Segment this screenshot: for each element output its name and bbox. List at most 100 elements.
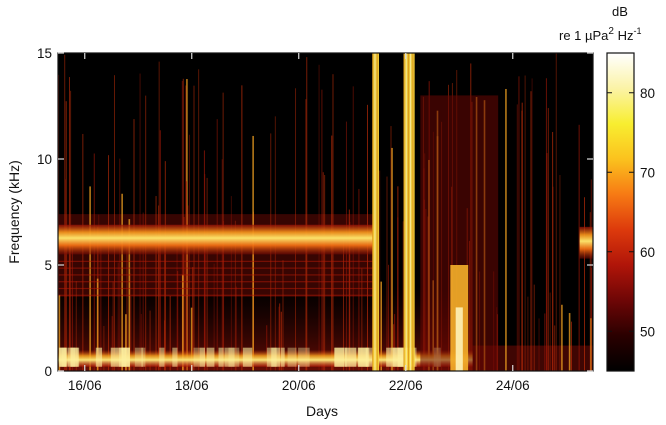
- x-tick-label: 16/06: [68, 378, 102, 393]
- noise-streak: [516, 104, 518, 371]
- noise-streak: [155, 196, 157, 371]
- low-band-burst: [334, 347, 345, 367]
- noise-streak: [100, 230, 102, 371]
- noise-streak: [533, 284, 535, 371]
- noise-streak: [142, 212, 144, 371]
- low-band-burst: [134, 347, 144, 367]
- noise-streak: [306, 57, 308, 371]
- y-tick-label: 5: [44, 258, 52, 273]
- noise-streak: [394, 314, 396, 371]
- x-tick-label: 18/06: [175, 378, 209, 393]
- colorbar-frame: [606, 52, 635, 372]
- low-frequency-burst-core: [455, 307, 463, 371]
- noise-streak: [169, 295, 171, 371]
- x-axis-label: Days: [306, 403, 338, 419]
- noise-streak: [185, 181, 187, 371]
- noise-streak: [164, 320, 166, 371]
- noise-streak: [164, 161, 166, 371]
- noise-streak: [230, 196, 232, 371]
- colorbar-unit-reference: re 1 µPa2 Hz-1: [559, 26, 642, 43]
- noise-streak: [223, 221, 225, 371]
- x-axis: 16/06 18/06 20/06 22/06 24/06: [68, 53, 530, 393]
- y-tick-label: 10: [37, 152, 52, 167]
- y-tick-label: 0: [44, 364, 52, 379]
- noise-streak: [568, 313, 571, 371]
- noise-streak: [554, 325, 556, 371]
- harmonic-line: [58, 267, 375, 269]
- low-band-burst: [70, 347, 80, 367]
- noise-streak: [561, 304, 563, 371]
- noise-streak: [349, 221, 351, 371]
- noise-streak: [545, 78, 547, 371]
- noise-streak: [555, 53, 557, 371]
- noise-streak: [64, 54, 66, 371]
- noise-streak: [538, 318, 540, 371]
- colorbar-tick-label: 70: [640, 165, 655, 180]
- colorbar-unit-db: dB: [612, 4, 628, 19]
- low-band-burst: [61, 347, 68, 367]
- noise-streak: [140, 313, 142, 371]
- noise-streak: [358, 188, 360, 371]
- noise-streak: [68, 77, 70, 371]
- noise-streak: [58, 294, 61, 371]
- low-band-burst: [357, 347, 370, 367]
- colorbar-tick-label: 50: [640, 324, 655, 339]
- noise-streak: [108, 155, 110, 371]
- low-band-burst: [334, 347, 347, 367]
- noise-streak: [527, 296, 529, 371]
- low-band-burst: [280, 347, 285, 367]
- noise-streak: [177, 271, 179, 371]
- low-band-burst: [271, 347, 280, 367]
- noise-streak: [119, 158, 121, 371]
- noise-streak: [361, 268, 363, 371]
- low-band-burst: [266, 347, 277, 367]
- noise-streak: [96, 278, 99, 371]
- low-band-burst: [193, 347, 200, 367]
- noise-streak: [111, 316, 113, 371]
- noise-streak: [521, 102, 523, 371]
- noise-streak: [530, 91, 532, 371]
- noise-streak: [176, 229, 178, 371]
- noise-streak: [391, 147, 393, 371]
- noise-streak: [524, 75, 526, 371]
- low-band-burst: [141, 347, 146, 367]
- plot-frame: [57, 52, 594, 372]
- noise-streak: [158, 61, 160, 371]
- noise-streak: [547, 108, 549, 371]
- y-axis: 0 5 10 15: [37, 46, 593, 379]
- noise-streak: [332, 74, 334, 371]
- noise-streak: [182, 274, 184, 371]
- colorbar-tick-label: 80: [640, 86, 655, 101]
- low-band-burst: [218, 347, 224, 367]
- low-band-burst: [386, 347, 396, 367]
- harmonic-line: [58, 294, 375, 296]
- noise-streak: [589, 212, 591, 371]
- noise-streak: [386, 176, 388, 371]
- low-band-burst: [119, 347, 127, 367]
- broadband-event: [403, 53, 415, 371]
- broadband-event: [372, 53, 379, 371]
- low-band-burst: [298, 347, 310, 367]
- noise-streak: [571, 321, 573, 371]
- harmonic-line: [58, 260, 375, 262]
- x-tick-label: 22/06: [389, 378, 423, 393]
- noise-streak: [121, 193, 123, 371]
- noise-streak: [390, 126, 392, 371]
- noise-streak: [343, 237, 345, 371]
- noise-streak: [279, 303, 281, 371]
- noise-streak: [98, 214, 100, 371]
- noise-streak: [164, 242, 166, 371]
- mid-frequency-band: [58, 224, 375, 255]
- low-band-burst: [224, 347, 235, 367]
- broadband-stripe: [403, 53, 405, 371]
- noise-streak: [379, 170, 381, 371]
- noise-streak: [322, 172, 324, 371]
- y-axis-label: Frequency (kHz): [6, 160, 22, 263]
- noise-streak: [388, 264, 390, 371]
- low-band-burst: [172, 347, 178, 367]
- noise-streak: [213, 263, 215, 371]
- noise-streak: [139, 73, 141, 371]
- broadband-stripe: [372, 53, 374, 371]
- noise-streak: [204, 244, 206, 371]
- noise-streak: [89, 186, 91, 371]
